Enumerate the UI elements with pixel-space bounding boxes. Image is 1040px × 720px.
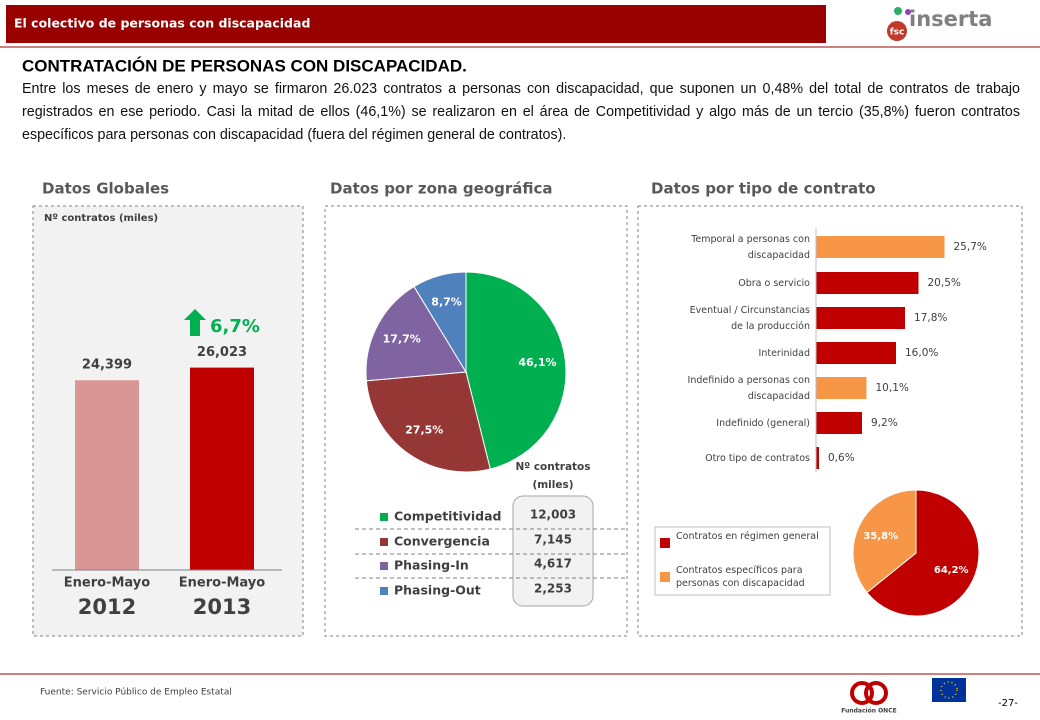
legend-label: Convergencia [394, 534, 490, 549]
bar [816, 236, 945, 258]
count: 4,617 [534, 557, 572, 571]
y-label: Nº contratos (miles) [44, 213, 158, 224]
y-tick-label: Interinidad [759, 348, 810, 359]
y-tick-label-line: Indefinido (general) [716, 418, 810, 429]
section-title: Datos por zona geográfica [330, 180, 553, 198]
logo-badge [887, 21, 907, 41]
legend-swatch [380, 513, 388, 521]
count: 7,145 [534, 533, 572, 547]
value-label: 24,399 [82, 358, 132, 373]
logo-dot [905, 9, 911, 15]
count: 2,253 [534, 582, 572, 596]
legend-swatch [380, 562, 388, 570]
slice-label: 64,2% [934, 565, 969, 576]
slice-label: 8,7% [431, 296, 462, 309]
bar [816, 272, 919, 294]
legend-swatch [380, 538, 388, 546]
slice-label: 27,5% [405, 424, 443, 437]
y-tick-label-line: Obra o servicio [738, 278, 810, 289]
legend-label: Phasing-Out [394, 583, 481, 598]
panel [32, 205, 304, 637]
value-label: 26,023 [197, 345, 247, 360]
y-tick-label: Temporal a personas con discapacidad [690, 234, 810, 261]
legend-box [654, 526, 831, 596]
legend-label: Contratos específicos para personas con … [676, 565, 805, 589]
table-header-line: (miles) [532, 479, 573, 491]
growth-arrow [184, 309, 206, 336]
y-tick-label-line: discapacidad [748, 391, 810, 402]
y-tick-label: Eventual / Circunstancias de la producció… [690, 305, 810, 332]
legend-label: Competitividad [394, 509, 502, 524]
legend-swatch [660, 572, 670, 582]
section-title: Datos por tipo de contrato [651, 180, 876, 198]
bar [816, 447, 819, 469]
value-label: 17,8% [914, 312, 947, 324]
value-label: 10,1% [876, 382, 909, 394]
x-tick-label-year: 2012 [78, 595, 136, 619]
legend-label-box: Contratos específicos para personas con … [676, 565, 805, 589]
legend-swatch [660, 538, 670, 548]
pie-slice [365, 285, 467, 382]
legend-label: Contratos en régimen general [676, 531, 819, 542]
bar [75, 380, 139, 570]
heading: CONTRATACIÓN DE PERSONAS CON DISCAPACIDA… [22, 56, 467, 75]
bar [816, 377, 867, 399]
pie-slice [866, 489, 980, 617]
y-tick-label: Obra o servicio [738, 278, 810, 289]
logo-ring [850, 681, 874, 705]
slice-label: 35,8% [863, 531, 898, 542]
bar [816, 412, 862, 434]
logo-dot [894, 7, 902, 15]
intro: Entre los meses de enero y mayo se firma… [22, 81, 1020, 143]
legend-swatch [380, 587, 388, 595]
y-tick-label-line: Eventual / Circunstancias [690, 305, 810, 316]
page-number: -27- [998, 698, 1018, 709]
legend-label-box: Contratos en régimen general [676, 531, 819, 542]
bar [816, 307, 905, 329]
value-label: 20,5% [928, 277, 961, 289]
legend-label: Phasing-In [394, 558, 469, 573]
y-tick-label-line: de la producción [731, 321, 810, 332]
y-tick-label: Indefinido (general) [716, 418, 810, 429]
logo-text: Fundación ONCE [841, 708, 896, 715]
pie-slice [365, 371, 491, 473]
y-tick-label: Indefinido a personas con discapacidad [688, 375, 810, 402]
count: 12,003 [530, 508, 576, 522]
eu-stars [940, 681, 958, 699]
annotation: 6,7% [210, 316, 260, 337]
header-bar [6, 5, 826, 43]
y-tick-label-line: Indefinido a personas con [688, 375, 810, 386]
bar [190, 367, 254, 570]
pie-slice [852, 489, 917, 594]
value-label: 9,2% [871, 417, 898, 429]
logo-badge-text: fsc [890, 28, 905, 38]
y-tick-label-line: discapacidad [748, 250, 810, 261]
x-tick-label: Enero-Mayo [64, 576, 150, 591]
value-label: 25,7% [954, 241, 987, 253]
y-tick-label-line: Temporal a personas con [690, 234, 810, 245]
logo-ring [864, 681, 888, 705]
source: Fuente: Servicio Público de Empleo Estat… [40, 688, 232, 698]
slice-label: 46,1% [518, 356, 556, 369]
value-label: 0,6% [828, 452, 855, 464]
x-tick-label: Enero-Mayo [179, 576, 265, 591]
bar [816, 342, 896, 364]
slice-label: 17,7% [383, 333, 421, 346]
header-title: El colectivo de personas con discapacida… [14, 16, 310, 31]
x-tick-label-year: 2013 [193, 595, 251, 619]
y-tick-label-line: Otro tipo de contratos [705, 453, 810, 464]
y-tick-label: Otro tipo de contratos [705, 453, 810, 464]
value-label: 16,0% [905, 347, 938, 359]
logo: inserta [909, 7, 992, 31]
table-header-line: Nº contratos [515, 461, 590, 473]
y-tick-label-line: Interinidad [759, 348, 810, 359]
pie-slice [465, 271, 567, 470]
section-title: Datos Globales [42, 180, 169, 198]
table-header: Nº contratos (miles) [515, 461, 590, 491]
pie-slice [413, 271, 467, 374]
